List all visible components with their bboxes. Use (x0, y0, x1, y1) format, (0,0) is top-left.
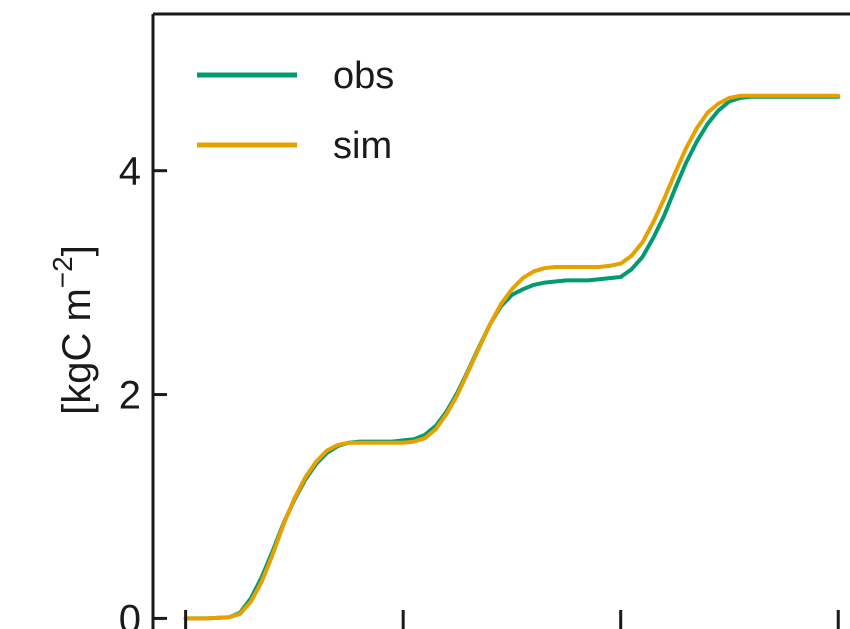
legend-label-sim: sim (333, 125, 392, 167)
y-axis-label-suffix: ] (55, 245, 99, 256)
y-tick-label: 4 (119, 150, 141, 194)
legend-label-obs: obs (333, 55, 394, 97)
y-tick-label: 2 (119, 374, 141, 418)
legend: obs sim (197, 55, 394, 167)
y-axis-label-superscript: −2 (47, 256, 78, 288)
y-axis-label-prefix: [kgC m (55, 288, 99, 415)
axes-layer: 0 2 4 (119, 14, 850, 629)
y-axis-label: [kgC m−2] (47, 245, 99, 415)
series-line-sim (186, 96, 839, 619)
y-tick-label: 0 (119, 597, 141, 629)
series-line-obs (186, 97, 839, 619)
series-layer (186, 96, 839, 619)
